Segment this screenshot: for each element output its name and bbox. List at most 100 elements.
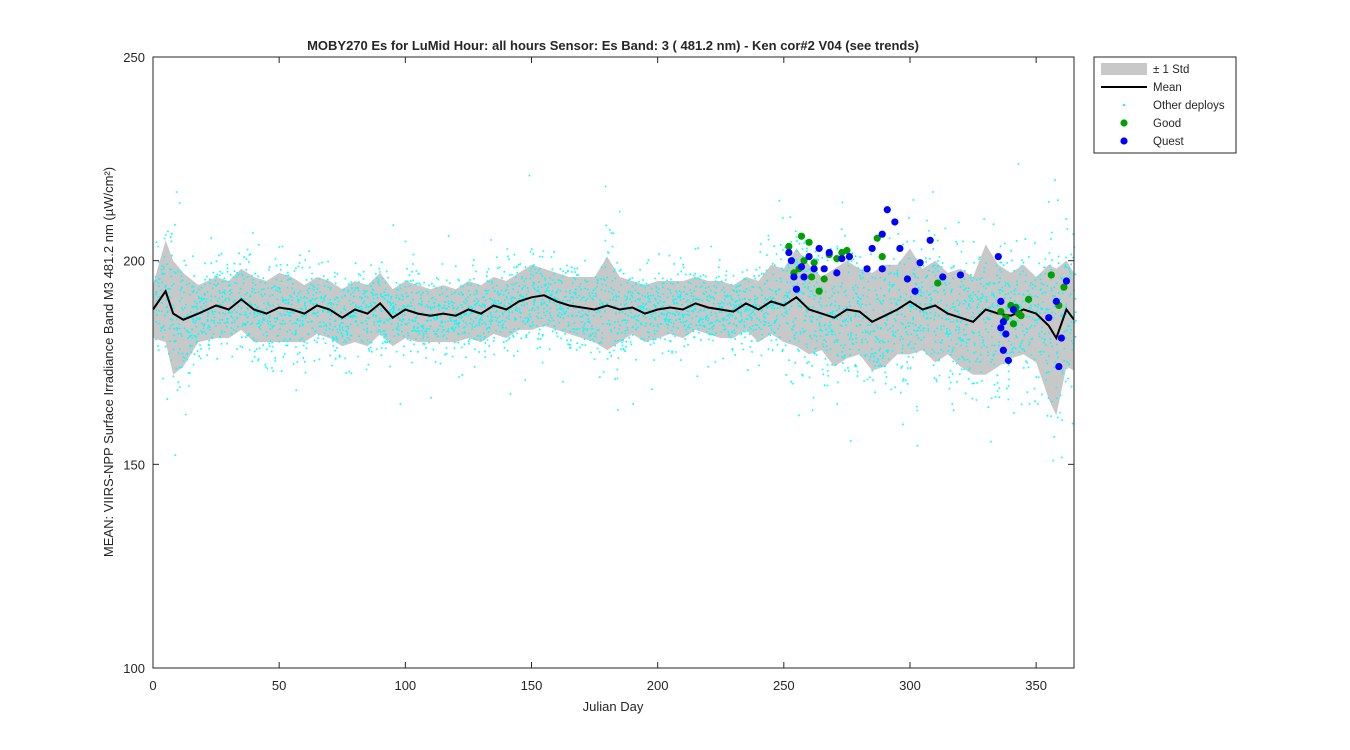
- quest-point: [926, 236, 934, 244]
- legend-item: Mean: [1101, 82, 1182, 94]
- y-axis-label: MEAN: VIIRS-NPP Surface Irradiance Band …: [101, 167, 116, 557]
- good-point: [820, 275, 828, 283]
- x-tick-label: 0: [149, 678, 156, 693]
- quest-point: [810, 265, 818, 273]
- quest-point: [825, 248, 833, 257]
- quest-point: [997, 324, 1005, 332]
- x-tick-label: 100: [394, 678, 416, 693]
- quest-point: [1045, 314, 1053, 322]
- quest-point: [792, 285, 801, 293]
- legend-dot-swatch: [1123, 104, 1125, 106]
- legend-band-swatch: [1101, 63, 1147, 75]
- quest-point: [838, 255, 846, 263]
- quest-point: [878, 230, 886, 238]
- axes-box: [152, 56, 1075, 669]
- quest-point: [916, 259, 924, 267]
- quest-point: [797, 263, 806, 271]
- legend-marker-swatch: [1120, 119, 1128, 127]
- quest-point: [805, 252, 813, 261]
- quest-point: [833, 269, 841, 277]
- quest-point: [891, 218, 899, 226]
- quest-point: [1002, 330, 1010, 338]
- legend-label: Mean: [1153, 82, 1182, 94]
- x-axis: 0 50 100 150 200 250 300 350: [149, 57, 1047, 693]
- std-band: [153, 240, 1074, 416]
- quest-point: [956, 271, 965, 279]
- y-tick-label: 150: [123, 457, 145, 472]
- legend-item: Good: [1120, 118, 1181, 130]
- legend-label: ± 1 Std: [1153, 64, 1189, 76]
- y-tick-label: 250: [123, 50, 145, 65]
- plot-area: [152, 56, 1077, 669]
- axes-background: [153, 57, 1074, 668]
- quest-point: [999, 346, 1007, 354]
- x-tick-label: 250: [773, 678, 795, 693]
- legend-label: Other deploys: [1153, 100, 1225, 112]
- quest-point: [1009, 305, 1018, 314]
- std-band-layer: [153, 240, 1074, 416]
- quest-point: [994, 252, 1002, 261]
- good-point: [815, 287, 823, 295]
- quest-point: [999, 318, 1007, 326]
- quest-point: [820, 265, 828, 273]
- good-point: [997, 307, 1005, 316]
- x-tick-label: 200: [647, 678, 669, 693]
- quest-point: [878, 265, 886, 273]
- y-tick-label: 100: [123, 661, 145, 676]
- quest-point: [1052, 297, 1060, 305]
- legend-item: Other deploys: [1123, 100, 1225, 112]
- legend-marker-swatch: [1120, 137, 1128, 145]
- good-point: [805, 238, 813, 246]
- legend: ± 1 Std Mean Other deploys Good Quest: [1093, 56, 1237, 154]
- mean-line: [152, 288, 1075, 341]
- legend-item: ± 1 Std: [1101, 63, 1189, 76]
- x-tick-label: 50: [272, 678, 286, 693]
- good-point: [843, 246, 851, 255]
- quest-point: [1062, 277, 1071, 285]
- quest-point: [800, 273, 808, 281]
- good-point: [833, 255, 841, 263]
- legend-item: Quest: [1120, 136, 1184, 148]
- quest-point: [787, 257, 795, 265]
- good-point: [878, 252, 886, 261]
- good-point: [800, 257, 808, 265]
- quest-point: [911, 287, 919, 295]
- good-point: [1060, 283, 1068, 291]
- quest-point: [939, 273, 947, 281]
- good-point: [1024, 295, 1033, 303]
- good-point: [797, 232, 806, 240]
- good-points-layer: [785, 232, 1068, 328]
- quest-point: [903, 275, 912, 283]
- quest-point: [997, 297, 1005, 305]
- good-point: [810, 259, 818, 267]
- quest-point: [868, 244, 876, 253]
- quest-point: [1004, 356, 1012, 365]
- quest-point: [815, 244, 823, 253]
- good-point: [1047, 271, 1055, 279]
- quest-point: [1057, 334, 1065, 342]
- x-tick-label: 150: [521, 678, 543, 693]
- quest-point: [785, 248, 793, 257]
- good-point: [1017, 312, 1025, 320]
- x-axis-label: Julian Day: [583, 699, 644, 714]
- quest-point: [863, 265, 871, 273]
- quest-point: [790, 273, 798, 281]
- legend-label: Quest: [1153, 136, 1184, 148]
- good-point: [807, 273, 816, 281]
- quest-point: [896, 244, 904, 253]
- x-tick-label: 300: [899, 678, 921, 693]
- y-axis: 100 150 200 250: [123, 50, 1074, 676]
- good-point: [1009, 320, 1018, 328]
- quest-point: [883, 206, 891, 214]
- mean-line-layer: [152, 288, 1075, 341]
- good-point: [934, 279, 942, 287]
- x-tick-label: 350: [1025, 678, 1047, 693]
- quest-point: [1055, 362, 1063, 371]
- y-tick-label: 200: [123, 254, 145, 269]
- quest-point: [845, 252, 854, 261]
- legend-label: Good: [1153, 118, 1181, 130]
- chart-title: MOBY270 Es for LuMid Hour: all hours Sen…: [307, 38, 919, 53]
- good-point: [873, 234, 881, 242]
- good-point: [785, 242, 793, 251]
